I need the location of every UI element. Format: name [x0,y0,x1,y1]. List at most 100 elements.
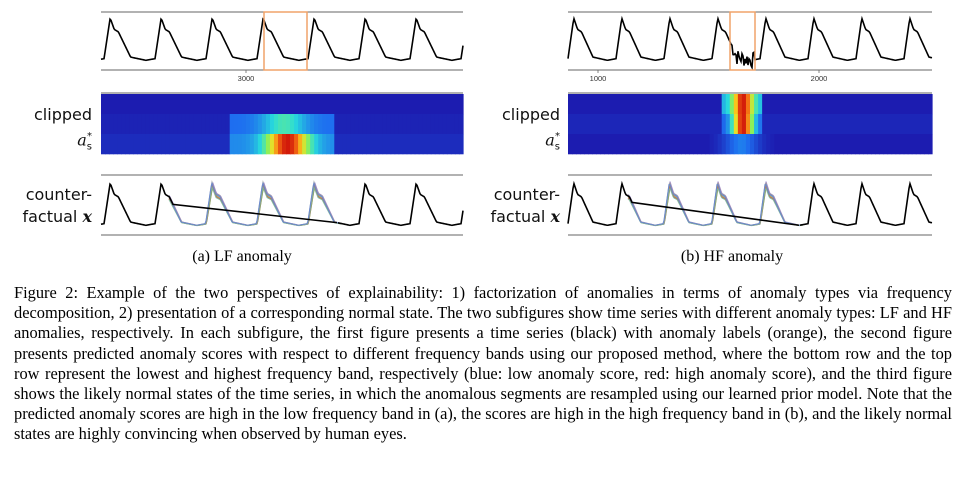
heatmap-a-cell [197,134,203,155]
heatmap-a-cell [434,134,440,155]
heatmap-a-cell [450,134,456,155]
heatmap-b-cell [572,94,577,115]
heatmap-b-cell [628,94,634,115]
counterfactual-plot-b [567,174,933,236]
heatmap-b-cell [851,94,856,115]
heatmap-a-cell [286,114,291,135]
heatmap-b-cell [576,94,581,115]
heatmap-a-cell [257,114,263,135]
heatmap-b-cell [915,114,921,135]
heatmap-a-cell [426,94,432,115]
heatmap-a-cell [105,134,110,155]
heatmap-b-cell [705,94,711,115]
heatmap-b-cell [927,114,933,135]
heatmap-a-cell [294,134,299,155]
heatmap-a-cell [294,114,299,135]
heatmap-b-cell [875,134,881,155]
heatmap-b-cell [834,134,840,155]
heatmap-b-cell [863,114,868,135]
heatmap-a-cell [217,114,223,135]
heatmap-a-cell [157,134,162,155]
heatmap-a-cell [362,134,368,155]
heatmap-b-cell [741,134,747,155]
heatmap-b-cell [733,114,739,135]
heatmap-a-cell [366,94,372,115]
heatmap-a-cell [378,134,384,155]
heatmap-b-cell [733,94,739,115]
heatmap-a-cell [338,114,343,135]
heatmap-b-cell [810,94,816,115]
heatmap-b-cell [923,134,929,155]
heatmap-b-cell [822,114,828,135]
heatmap-b-cell [604,94,610,115]
heatmap-b-cell [871,134,876,155]
heatmap-a-cell [398,134,404,155]
heatmap-b-cell [863,94,868,115]
heatmap-b-cell [822,94,828,115]
heatmap-b-cell [693,94,699,115]
heatmap-b-cell [584,134,589,155]
heatmap-a-cell [121,94,126,115]
heatmap-a-cell [438,94,444,115]
heatmap-a-cell [181,94,187,115]
heatmap-b-cell [838,134,844,155]
heatmap-b-cell [879,94,885,115]
heatmap-a-cell [105,114,110,135]
cf-a-series-line [100,182,464,227]
heatmap-a-cell [253,134,259,155]
heatmap-b-cell [681,114,686,135]
heatmap-a-cell [414,94,420,115]
heatmap-b-cell [729,114,735,135]
heatmap-b-cell [855,134,860,155]
heatmap-b-cell [806,94,812,115]
heatmap-b-cell [818,114,824,135]
heatmap-a-cell [326,94,331,115]
heatmap-a-cell [330,94,335,115]
heatmap-a-cell [149,114,154,135]
heatmap-a-cell [322,134,327,155]
heatmap-a-cell [273,94,279,115]
heatmap-b-cell [628,134,634,155]
heatmap-b-cell [693,114,699,135]
heatmap-b-cell [644,114,650,135]
heatmap-a-cell [133,134,138,155]
heatmap-a-cell [169,134,174,155]
heatmap-a-cell [406,94,412,115]
heatmap-b-cell [903,114,909,135]
heatmap-b-cell [843,114,848,135]
heatmap-b-cell [725,114,731,135]
heatmap-a-cell [225,134,231,155]
ts-b-tick-label-0: 1000 [590,74,607,83]
heatmap-b-cell [636,134,642,155]
heatmap-b-cell [834,94,840,115]
heatmap-a-cell [374,134,380,155]
heatmap-b-cell [669,94,674,115]
heatmap-b-cell [826,114,832,135]
heatmap-b-cell [838,94,844,115]
heatmap-a-cell [237,134,243,155]
heatmap-a-cell [358,114,364,135]
counterfactual-label-b: counter- factual x [490,185,560,226]
heatmap-a-cell [201,114,207,135]
heatmap-a-cell [446,114,452,135]
heatmap-b-cell [891,114,897,135]
heatmap-b-cell [689,94,694,115]
heatmap-a-cell [141,134,146,155]
heatmap-b-cell [814,94,820,115]
heatmap-a-cell [362,94,368,115]
heatmap-a-cell [394,134,400,155]
heatmap-a-cell [109,134,114,155]
heatmap-a-cell [286,134,291,155]
heatmap-a-cell [406,114,412,135]
heatmap-b-cell [879,114,885,135]
heatmap-b-cell [661,114,666,135]
heatmap-a-cell [177,114,183,135]
heatmap-b-cell [919,94,925,115]
heatmap-b-cell [632,134,638,155]
heatmap-b-cell [891,134,897,155]
heatmap-b-cell [887,94,893,115]
heatmap-a-cell [382,134,388,155]
heatmap-b-cell [919,114,925,135]
heatmap-a-cell [290,94,295,115]
heatmap-a-cell [418,114,424,135]
